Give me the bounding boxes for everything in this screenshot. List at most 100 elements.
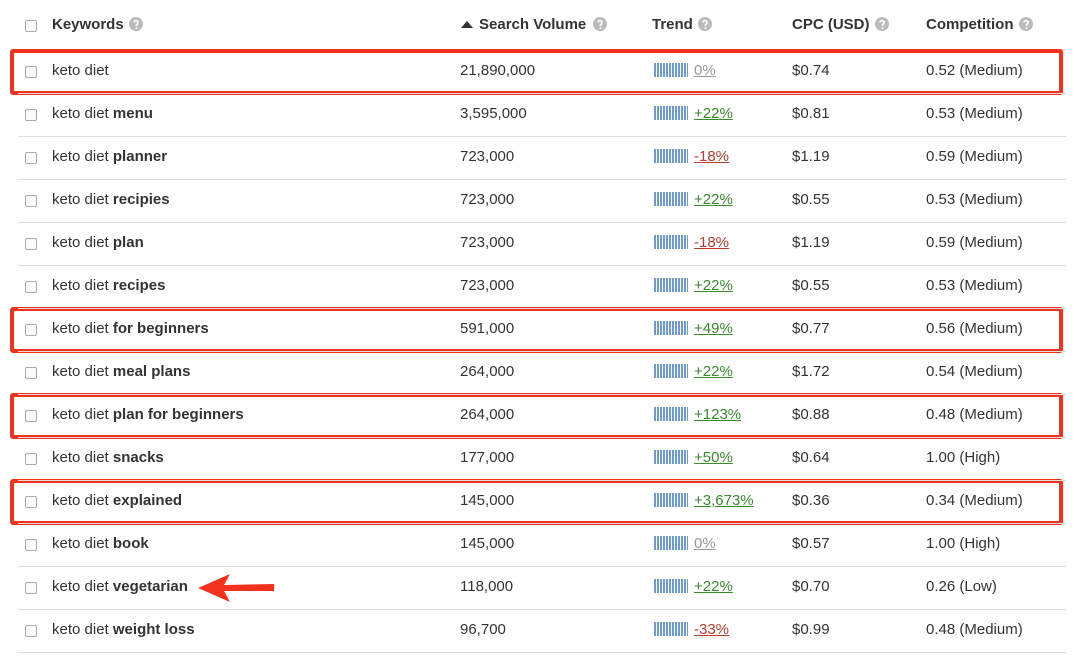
trend-change[interactable]: +22% — [694, 578, 733, 595]
competition: 1.00 (High) — [926, 449, 1001, 466]
trend-change[interactable]: +22% — [694, 105, 733, 122]
help-icon[interactable] — [875, 17, 889, 31]
keyword-base: keto diet — [52, 191, 109, 208]
trend-change[interactable]: +49% — [694, 320, 733, 337]
column-header[interactable]: Competition — [926, 16, 1014, 33]
search-volume: 145,000 — [460, 535, 515, 552]
search-volume: 723,000 — [460, 148, 515, 165]
row-checkbox[interactable] — [25, 281, 37, 293]
search-volume: 96,700 — [460, 621, 506, 638]
row-checkbox[interactable] — [25, 195, 37, 207]
trend-change[interactable]: +50% — [694, 449, 733, 466]
keyword-modifier: explained — [112, 492, 183, 509]
keyword: keto diet plan for beginners — [52, 405, 244, 425]
trend-change[interactable]: -18% — [694, 234, 730, 251]
column-header[interactable]: Trend — [652, 16, 693, 33]
competition: 0.56 (Medium) — [926, 320, 1023, 337]
row-checkbox[interactable] — [25, 66, 37, 78]
row-checkbox[interactable] — [25, 367, 37, 379]
search-volume: 118,000 — [460, 578, 514, 595]
cpc: $0.77 — [792, 320, 830, 337]
search-volume: 723,000 — [460, 191, 515, 208]
keyword-modifier: vegetarian — [112, 578, 188, 595]
cpc: $1.72 — [792, 363, 830, 380]
cpc: $0.99 — [792, 621, 830, 638]
column-header[interactable]: Search Volume — [479, 16, 587, 33]
trend-change[interactable]: 0% — [694, 62, 716, 79]
search-volume: 145,000 — [460, 492, 515, 509]
select-all-checkbox[interactable] — [25, 20, 37, 32]
keyword-modifier: plan — [112, 234, 144, 251]
row-checkbox[interactable] — [25, 625, 37, 637]
keyword-modifier: weight loss — [112, 621, 195, 638]
keyword: keto diet recipes — [52, 276, 165, 296]
trend-change[interactable]: +22% — [694, 191, 733, 208]
trend-sparkline — [654, 192, 688, 206]
keyword: keto diet book — [52, 534, 149, 554]
help-icon[interactable] — [593, 17, 607, 31]
row-separator — [18, 308, 1066, 309]
row-checkbox[interactable] — [25, 109, 37, 121]
row-checkbox[interactable] — [25, 410, 37, 422]
row-separator — [18, 93, 1066, 94]
trend-sparkline — [654, 63, 688, 77]
row-checkbox[interactable] — [25, 152, 37, 164]
keyword: keto diet — [52, 61, 109, 81]
help-icon[interactable] — [129, 17, 143, 31]
competition: 0.54 (Medium) — [926, 363, 1023, 380]
keyword-modifier: recipes — [112, 277, 166, 294]
row-checkbox[interactable] — [25, 238, 37, 250]
highlight-box — [10, 49, 1063, 95]
row-separator — [18, 265, 1066, 266]
trend-sparkline — [654, 149, 688, 163]
row-checkbox[interactable] — [25, 496, 37, 508]
keyword: keto diet explained — [52, 491, 182, 511]
row-checkbox[interactable] — [25, 582, 37, 594]
competition: 0.59 (Medium) — [926, 148, 1023, 165]
keyword: keto diet menu — [52, 104, 153, 124]
trend-change[interactable]: -18% — [694, 148, 730, 165]
cpc: $0.36 — [792, 492, 830, 509]
sort-arrow[interactable] — [460, 19, 474, 29]
trend-sparkline — [654, 321, 688, 335]
trend-sparkline — [654, 364, 688, 378]
cpc: $1.19 — [792, 148, 830, 165]
competition: 0.48 (Medium) — [926, 406, 1023, 423]
keyword-modifier: meal plans — [112, 363, 191, 380]
trend-change[interactable]: +22% — [694, 363, 733, 380]
trend-change[interactable]: 0% — [694, 535, 716, 552]
row-separator — [18, 609, 1066, 610]
trend-change[interactable]: -33% — [694, 621, 730, 638]
row-checkbox[interactable] — [25, 539, 37, 551]
column-header[interactable]: CPC (USD) — [792, 16, 870, 33]
competition: 0.53 (Medium) — [926, 191, 1023, 208]
row-checkbox[interactable] — [25, 324, 37, 336]
cpc: $0.81 — [792, 105, 830, 122]
row-checkbox[interactable] — [25, 453, 37, 465]
keyword-base: keto diet — [52, 492, 109, 509]
help-icon[interactable] — [1019, 17, 1033, 31]
competition: 1.00 (High) — [926, 535, 1001, 552]
search-volume: 591,000 — [460, 320, 515, 337]
keyword-modifier: menu — [112, 105, 153, 122]
keyword: keto diet recipies — [52, 190, 170, 210]
row-separator — [18, 222, 1066, 223]
column-header[interactable]: Keywords — [52, 16, 124, 33]
trend-change[interactable]: +123% — [694, 406, 742, 423]
row-separator — [18, 437, 1066, 438]
search-volume: 264,000 — [460, 406, 515, 423]
row-separator — [18, 136, 1066, 137]
keyword-base: keto diet — [52, 148, 109, 165]
keyword-base: keto diet — [52, 234, 109, 251]
cpc: $0.88 — [792, 406, 830, 423]
keyword: keto diet planner — [52, 147, 167, 167]
trend-sparkline — [654, 493, 688, 507]
trend-change[interactable]: +22% — [694, 277, 733, 294]
competition: 0.26 (Low) — [926, 578, 997, 595]
trend-change[interactable]: +3,673% — [694, 492, 754, 509]
keyword-modifier: plan for beginners — [112, 406, 244, 423]
help-icon[interactable] — [698, 17, 712, 31]
trend-sparkline — [654, 278, 688, 292]
row-separator — [18, 394, 1066, 395]
